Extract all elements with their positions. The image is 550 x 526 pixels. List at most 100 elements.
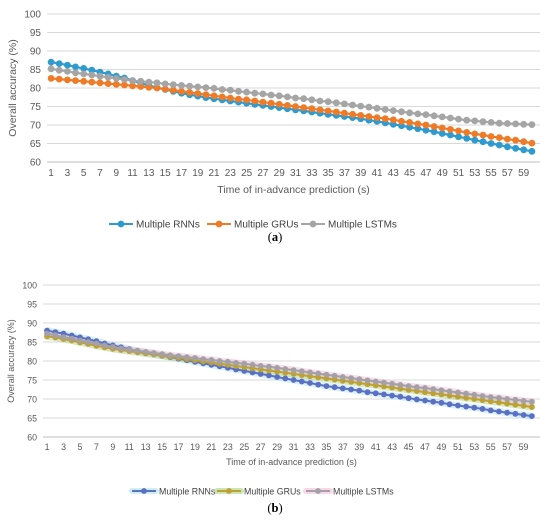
panel-a-multiple-grus-point <box>332 108 340 116</box>
panel-a-multiple-lstms-point <box>259 90 267 98</box>
panel-b-multiple-lstms-point <box>290 367 297 373</box>
panel-a-multiple-lstms-point <box>267 91 275 99</box>
panel-a-multiple-grus-point <box>365 113 373 120</box>
panel-a-multiple-lstms-point <box>487 119 495 126</box>
panel-a-ytick-label: 90 <box>30 47 42 58</box>
panel-a-multiple-lstms-point <box>365 103 373 111</box>
panel-a-multiple-grus-point <box>96 79 104 87</box>
panel-a-ytick-label: 85 <box>30 65 42 76</box>
panel-a-multiple-rnns-point <box>463 134 471 142</box>
panel-a-xtick-label: 3 <box>65 168 71 179</box>
panel-a-ytick-label: 60 <box>30 158 42 169</box>
panel-b-multiple-rnns-point <box>298 378 305 385</box>
panel-a-multiple-rnns-point <box>487 140 495 147</box>
panel-b-multiple-rnns-point <box>430 398 437 405</box>
panel-a-multiple-grus-point <box>292 103 299 110</box>
panel-b-multiple-lstms-point <box>422 385 428 391</box>
panel-a-xtick-label: 41 <box>371 168 383 179</box>
panel-a-multiple-lstms-point <box>316 97 324 105</box>
panel-a-multiple-lstms-point <box>300 95 308 103</box>
panel-b-xtick-label: 11 <box>125 442 134 452</box>
panel-a-xtick-label: 57 <box>502 168 514 179</box>
panel-b-legend-multiple-lstms-label: Multiple LSTMs <box>333 487 394 497</box>
panel-b-multiple-grus-point <box>504 400 510 407</box>
panel-a-xtick-label: 17 <box>176 168 188 179</box>
panel-a-multiple-grus-point <box>137 83 145 90</box>
panel-a-multiple-lstms-point <box>178 82 185 89</box>
panel-b-multiple-lstms-point <box>487 394 494 400</box>
panel-a-multiple-lstms-point <box>226 86 234 94</box>
panel-b-multiple-lstms-point <box>183 354 190 361</box>
panel-a-multiple-rnns-point <box>504 143 511 151</box>
panel-b-multiple-rnns-point <box>381 391 387 398</box>
panel-a-multiple-lstms-point <box>332 99 340 107</box>
panel-a-multiple-rnns-point <box>414 125 422 133</box>
panel-a-xtick-label: 1 <box>48 168 54 179</box>
panel-b-multiple-lstms-point <box>85 339 92 345</box>
panel-b-multiple-lstms-point <box>266 363 272 370</box>
panel-a-multiple-lstms-point <box>349 101 356 109</box>
panel-a-multiple-lstms-point <box>398 108 405 116</box>
panel-b-multiple-lstms-point <box>315 370 322 377</box>
panel-a-multiple-grus-point <box>463 129 471 136</box>
panel-a-multiple-grus-point <box>398 117 405 125</box>
panel-a-multiple-rnns-point <box>406 123 413 131</box>
panel-b-multiple-lstms-point <box>101 342 108 349</box>
panel-a-multiple-grus-point <box>47 75 55 82</box>
panel-b-multiple-lstms-point <box>339 374 346 380</box>
panel-a-xtick-label: 29 <box>274 168 286 179</box>
panel-a-multiple-grus-point <box>487 133 495 140</box>
panel-b-multiple-lstms-point <box>356 376 363 383</box>
panel-a-multiple-lstms-point <box>137 77 145 85</box>
panel-a-multiple-lstms-point <box>308 96 316 104</box>
panel-a-multiple-lstms-point <box>145 78 153 86</box>
panel-a-multiple-grus-point <box>512 136 519 144</box>
panel-a-multiple-lstms-point <box>414 110 422 118</box>
panel-b-multiple-lstms-point <box>151 350 157 356</box>
panel-b-multiple-lstms-point <box>241 360 248 367</box>
panel-a-xtick-label: 31 <box>290 168 302 179</box>
panel-a-y-axis-label: Overall accuracy (%) <box>7 39 19 136</box>
panel-b-multiple-rnns-point <box>455 402 461 409</box>
panel-a-multiple-grus-point <box>275 100 283 108</box>
panel-b-multiple-grus-point <box>463 395 469 401</box>
panel-a-ytick-label: 95 <box>30 28 42 39</box>
panel-b-multiple-rnns-point <box>323 383 330 389</box>
panel-a-multiple-grus-point <box>479 131 487 139</box>
panel-a-multiple-grus-point <box>88 78 96 86</box>
panel-a-multiple-grus-point <box>414 120 422 128</box>
panel-b-xtick-label: 43 <box>387 442 397 452</box>
panel-b-xtick-label: 39 <box>354 442 364 452</box>
panel-a-multiple-lstms-point <box>169 81 177 89</box>
panel-b-multiple-rnns-point <box>389 392 395 399</box>
panel-a-multiple-grus-point <box>455 127 462 135</box>
panel-b-multiple-lstms-point <box>364 377 371 384</box>
panel-a-multiple-grus-point <box>121 81 128 89</box>
panel-b-xtick-label: 59 <box>519 442 529 452</box>
panel-b-multiple-grus-point <box>438 391 445 398</box>
panel-a-multiple-lstms-point <box>47 65 55 73</box>
panel-a-caption: (a) <box>268 230 283 244</box>
panel-b-xtick-label: 57 <box>502 442 512 452</box>
panel-b-multiple-grus-point <box>496 399 502 406</box>
panel-b-multiple-lstms-point <box>520 398 527 404</box>
panel-b-multiple-rnns-point <box>405 395 412 402</box>
panel-b-multiple-grus-point <box>512 401 519 408</box>
panel-a-ytick-label: 70 <box>30 121 42 132</box>
panel-b-multiple-grus-point <box>455 393 461 400</box>
panel-b-multiple-lstms-point <box>455 389 461 396</box>
panel-b-legend-multiple-lstms-swatch-dot <box>315 488 321 494</box>
panel-a-multiple-grus-point <box>169 86 177 94</box>
panel-a-multiple-lstms-point <box>235 87 242 95</box>
panel-a-multiple-grus-point <box>267 99 275 107</box>
panel-b-multiple-lstms-point <box>233 360 239 366</box>
panel-b-multiple-grus-point <box>422 389 428 396</box>
panel-b-multiple-lstms-point <box>348 375 354 381</box>
panel-a-xtick-label: 43 <box>388 168 400 179</box>
panel-b-multiple-lstms-point <box>446 388 453 395</box>
panel-b-multiple-lstms-point <box>249 361 256 368</box>
panel-a-legend-multiple-rnns-label: Multiple RNNs <box>136 220 200 231</box>
panel-b-multiple-rnns-point <box>274 374 280 380</box>
panel-a-xtick-label: 21 <box>208 168 220 179</box>
